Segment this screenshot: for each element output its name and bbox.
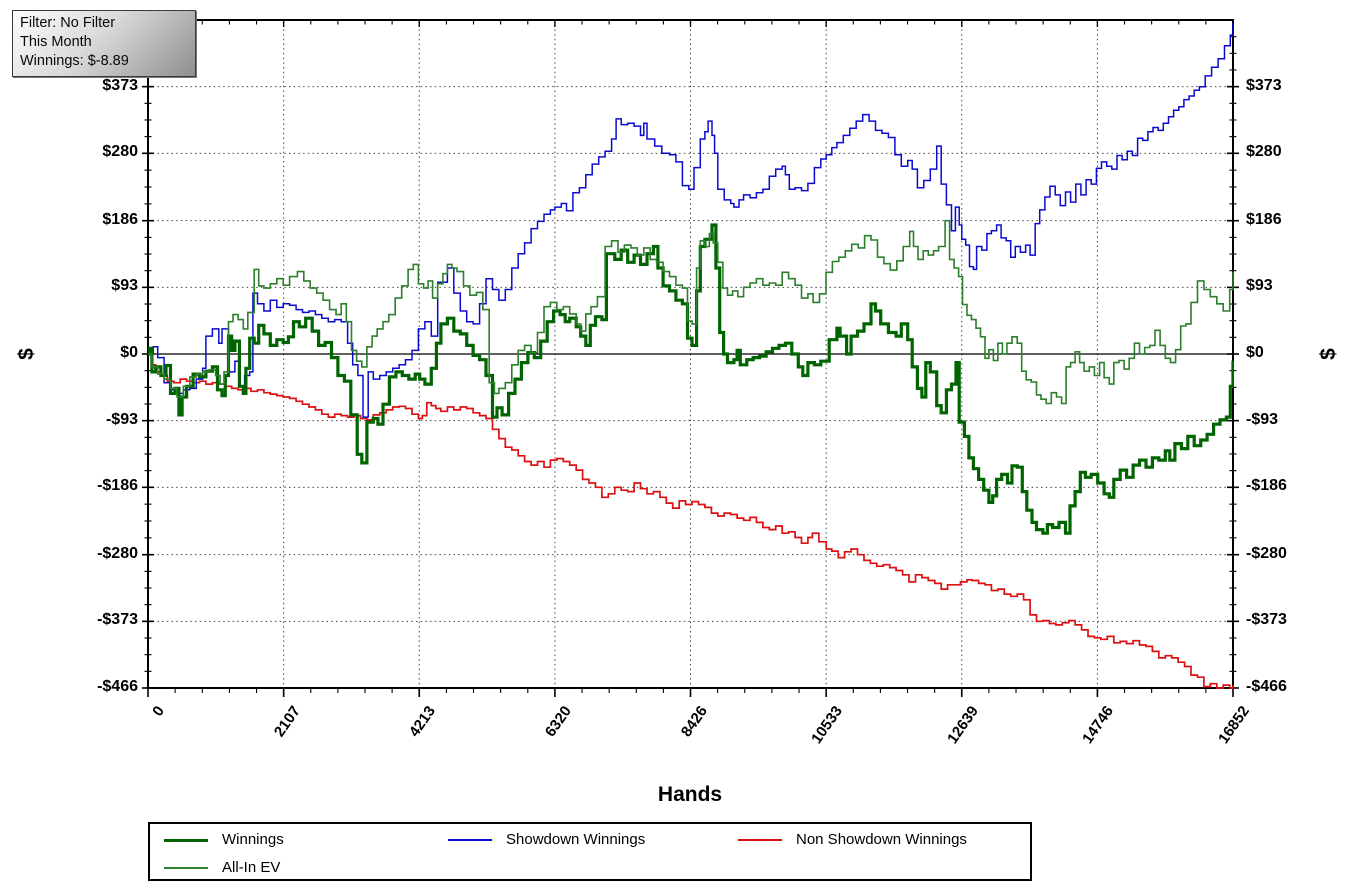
tooltip-winnings-line: Winnings: $-8.89 xyxy=(20,53,129,69)
tooltip-period-line: This Month xyxy=(20,34,92,50)
y-axis-title-left: $ xyxy=(15,348,38,360)
legend-label: Winnings xyxy=(222,831,284,848)
y-axis-label: -$466 xyxy=(97,678,138,695)
series-all-in-ev xyxy=(148,219,1234,405)
y-axis-label: $0 xyxy=(1246,344,1264,361)
legend-label: Showdown Winnings xyxy=(506,831,646,848)
legend-swatch xyxy=(164,867,208,869)
y-axis-label: -$280 xyxy=(97,544,138,562)
filter-info-tooltip: Filter: No Filter This Month Winnings: $… xyxy=(12,10,196,77)
y-axis-label: -$466 xyxy=(1246,678,1287,695)
legend-label: Non Showdown Winnings xyxy=(796,831,967,848)
y-axis-label: $186 xyxy=(1246,210,1282,228)
y-axis-label: -$93 xyxy=(105,410,138,428)
legend-label: All-In EV xyxy=(222,859,281,876)
y-axis-label: $186 xyxy=(102,210,138,228)
y-axis-label: $0 xyxy=(120,344,138,361)
y-axis-label: -$93 xyxy=(1246,410,1279,428)
y-axis-title-right: $ xyxy=(1317,348,1340,360)
y-axis-label: $93 xyxy=(1246,277,1273,295)
x-axis-title: Hands xyxy=(657,783,723,806)
y-axis-label: $93 xyxy=(111,277,138,295)
series-non-showdown-winnings xyxy=(148,353,1234,689)
y-axis-label: $280 xyxy=(1246,143,1282,161)
series-winnings xyxy=(148,223,1234,535)
y-axis-label: -$373 xyxy=(1246,611,1287,629)
legend-swatch xyxy=(448,839,492,841)
y-axis-label: $373 xyxy=(102,76,138,94)
y-axis-label: -$373 xyxy=(97,611,138,629)
legend-swatch xyxy=(164,839,208,842)
legend-box: Winnings All-In EV Showdown Winnings Non Sh… xyxy=(148,822,1032,881)
y-axis-label: $280 xyxy=(102,143,138,161)
series-showdown-winnings xyxy=(148,22,1234,418)
y-axis-label: -$280 xyxy=(1246,544,1287,562)
tooltip-filter-line: Filter: No Filter xyxy=(20,15,116,31)
y-axis-label: -$186 xyxy=(1246,477,1287,495)
legend-swatch xyxy=(738,839,782,841)
y-axis-label: $373 xyxy=(1246,76,1282,94)
y-axis-label: -$186 xyxy=(97,477,138,495)
